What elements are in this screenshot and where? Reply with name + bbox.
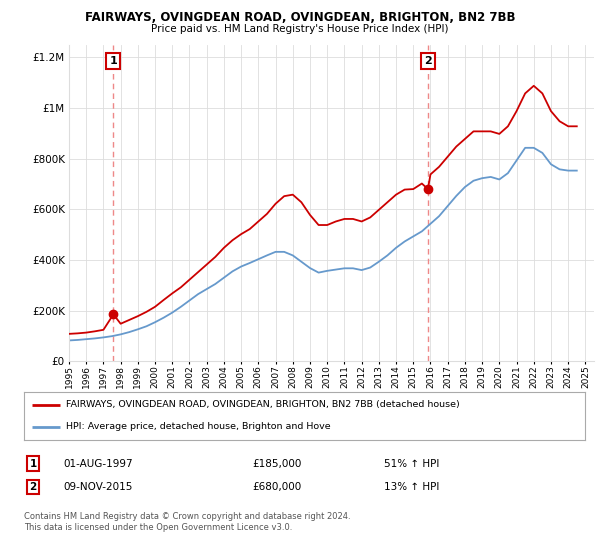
Text: FAIRWAYS, OVINGDEAN ROAD, OVINGDEAN, BRIGHTON, BN2 7BB: FAIRWAYS, OVINGDEAN ROAD, OVINGDEAN, BRI… [85,11,515,24]
Text: Price paid vs. HM Land Registry's House Price Index (HPI): Price paid vs. HM Land Registry's House … [151,24,449,34]
Text: 51% ↑ HPI: 51% ↑ HPI [384,459,439,469]
Text: Contains HM Land Registry data © Crown copyright and database right 2024.
This d: Contains HM Land Registry data © Crown c… [24,512,350,532]
Text: £185,000: £185,000 [252,459,301,469]
Text: 09-NOV-2015: 09-NOV-2015 [63,482,133,492]
Text: 2: 2 [424,56,432,66]
Text: 1: 1 [29,459,37,469]
Text: 13% ↑ HPI: 13% ↑ HPI [384,482,439,492]
Text: £680,000: £680,000 [252,482,301,492]
Text: HPI: Average price, detached house, Brighton and Hove: HPI: Average price, detached house, Brig… [66,422,331,431]
Text: 01-AUG-1997: 01-AUG-1997 [63,459,133,469]
Text: 2: 2 [29,482,37,492]
Text: FAIRWAYS, OVINGDEAN ROAD, OVINGDEAN, BRIGHTON, BN2 7BB (detached house): FAIRWAYS, OVINGDEAN ROAD, OVINGDEAN, BRI… [66,400,460,409]
Text: 1: 1 [110,56,117,66]
